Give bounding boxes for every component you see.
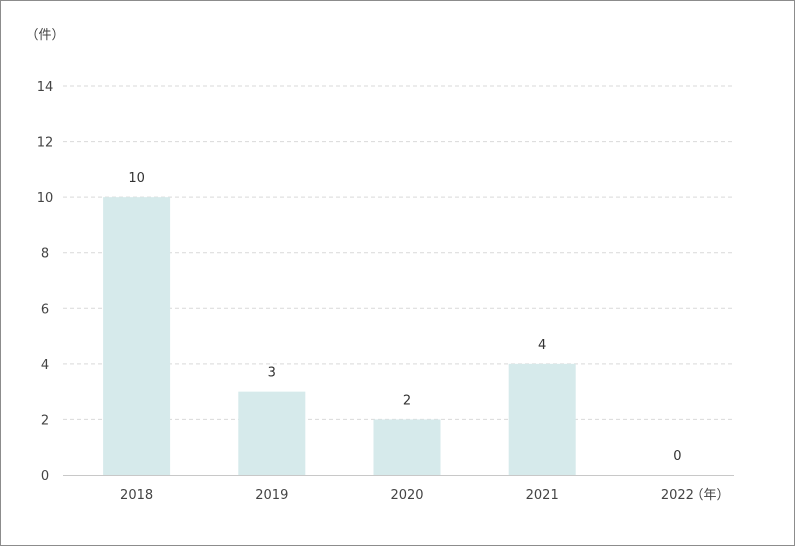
x-axis-unit: （年） [690, 488, 729, 503]
data-label: 4 [538, 338, 546, 353]
y-tick-label: 0 [41, 469, 49, 484]
x-tick-label: 2020 [390, 488, 423, 503]
y-tick-label: 14 [37, 80, 54, 95]
bar-2021 [508, 363, 576, 475]
data-labels: 10 3 2 4 0 [128, 171, 681, 464]
y-tick-label: 2 [41, 413, 49, 428]
x-tick-label: 2018 [120, 488, 153, 503]
x-tick-label: 2019 [255, 488, 288, 503]
x-tick-label: 2021 [526, 488, 559, 503]
y-tick-labels: 0 2 4 6 8 10 12 14 [37, 80, 54, 484]
y-axis-unit: （件） [25, 28, 64, 43]
bar-2018 [103, 197, 171, 475]
y-tick-label: 6 [41, 302, 49, 317]
bar-2020 [373, 419, 441, 475]
y-tick-label: 12 [37, 136, 54, 151]
data-label: 10 [128, 171, 145, 186]
data-label: 3 [268, 366, 276, 381]
data-label: 0 [673, 449, 681, 464]
y-tick-label: 4 [41, 358, 49, 373]
y-tick-label: 10 [37, 191, 54, 206]
y-tick-label: 8 [41, 247, 49, 262]
bar-2019 [238, 391, 306, 475]
bars [103, 197, 576, 475]
x-tick-labels: 2018 2019 2020 2021 2022 [120, 488, 694, 503]
data-label: 2 [403, 393, 411, 408]
x-tick-label: 2022 [661, 488, 694, 503]
